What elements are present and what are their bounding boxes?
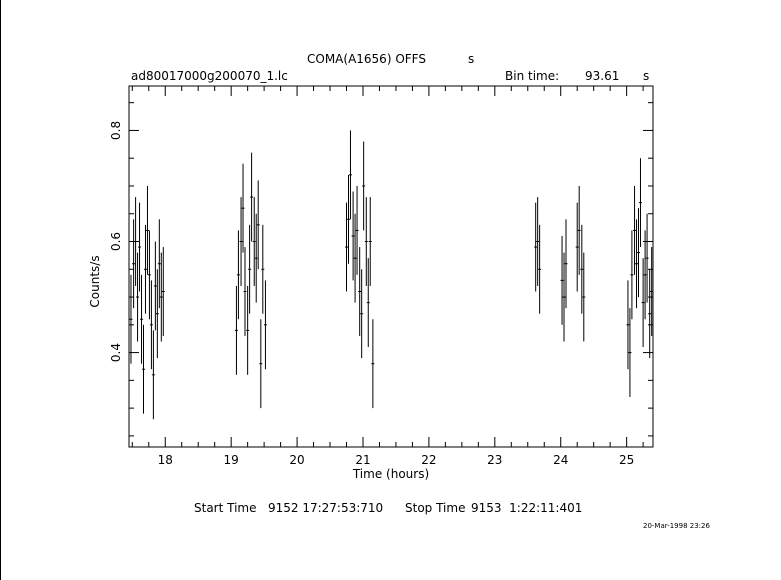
x-tick-label: 25 (619, 453, 634, 467)
data-point (248, 224, 252, 314)
data-point (364, 197, 368, 286)
data-point (256, 180, 260, 270)
data-point (157, 219, 161, 309)
data-point (254, 213, 258, 303)
data-point (153, 241, 157, 331)
data-point (575, 202, 579, 292)
data-point (628, 308, 632, 398)
data-point (630, 230, 634, 320)
data-point (564, 219, 568, 309)
data-point (633, 185, 637, 275)
stop-time-label: Stop Time (405, 501, 466, 515)
data-point (534, 202, 538, 292)
data-point (155, 269, 159, 359)
data-point (348, 130, 352, 220)
data-point (250, 152, 254, 242)
data-point (650, 247, 654, 336)
data-point (577, 185, 581, 275)
data-point (140, 274, 144, 364)
data-point (538, 224, 542, 314)
filename-label: ad80017000g200070_1.lc (131, 69, 288, 83)
bin-time-unit: s (643, 69, 650, 83)
start-time-value: 9152 17:27:53:710 (268, 501, 384, 515)
data-point (234, 285, 238, 375)
data-point (345, 202, 349, 292)
x-tick-label: 21 (355, 453, 370, 467)
y-tick-label: 0.8 (109, 121, 123, 140)
plot-timestamp: 20-Mar-1998 23:26 (643, 522, 710, 530)
data-point (351, 191, 355, 281)
data-point (151, 330, 155, 420)
data-point (136, 252, 140, 342)
y-tick-label: 0.4 (109, 343, 123, 362)
data-point (626, 280, 630, 370)
data-point (371, 319, 375, 409)
x-tick-label: 23 (487, 453, 502, 467)
data-point (536, 197, 540, 286)
data-point (635, 219, 639, 309)
data-point (143, 224, 147, 314)
data-point (243, 247, 247, 336)
data-point (142, 324, 146, 414)
data-point (263, 280, 267, 370)
data-point (641, 258, 645, 348)
data-point (161, 247, 165, 336)
tick-labels: 18 19 20 21 22 23 24 25 0.4 0.6 0.8 (109, 121, 634, 467)
data-point (239, 197, 243, 286)
data-point (582, 252, 586, 342)
bin-time-value: 93.61 (585, 69, 620, 83)
data-points (129, 130, 654, 420)
stop-time-value: 9153 1:22:11:401 (471, 501, 583, 515)
x-tick-label: 18 (158, 453, 173, 467)
data-point (261, 224, 265, 314)
chart-title-suffix: s (468, 52, 475, 66)
data-point (159, 252, 163, 342)
data-point (236, 230, 240, 320)
y-axis-label: Counts/s (88, 255, 102, 307)
data-point (149, 280, 153, 370)
data-point (132, 219, 136, 309)
data-point (346, 174, 350, 264)
data-point (134, 197, 138, 286)
data-point (580, 224, 584, 314)
data-point (368, 197, 372, 286)
data-point (252, 197, 256, 286)
data-point (358, 247, 362, 336)
data-point (241, 163, 245, 253)
chart-title: COMA(A1656) OFFS (307, 52, 426, 66)
data-point (362, 141, 366, 231)
bin-time-label: Bin time: (505, 69, 560, 83)
data-point (353, 213, 357, 303)
data-point (648, 269, 652, 359)
data-point (147, 230, 151, 320)
data-point (643, 230, 647, 320)
data-point (645, 213, 649, 303)
x-tick-label: 20 (289, 453, 304, 467)
data-point (129, 274, 133, 364)
data-point (246, 285, 250, 375)
x-tick-label: 24 (553, 453, 568, 467)
data-point (138, 202, 142, 292)
data-point (355, 185, 359, 275)
axis-ticks (129, 86, 653, 447)
data-point (366, 258, 370, 348)
left-border (0, 0, 1, 580)
data-point (145, 185, 149, 275)
start-time-label: Start Time (194, 501, 257, 515)
data-point (259, 319, 263, 409)
data-point (638, 158, 642, 248)
x-axis-label: Time (hours) (352, 467, 429, 481)
data-point (636, 208, 640, 298)
x-tick-label: 19 (224, 453, 239, 467)
data-point (560, 235, 564, 325)
data-point (360, 269, 364, 359)
data-point (562, 252, 566, 342)
x-tick-label: 22 (421, 453, 436, 467)
y-tick-label: 0.6 (109, 232, 123, 251)
plot-frame (128, 85, 654, 448)
